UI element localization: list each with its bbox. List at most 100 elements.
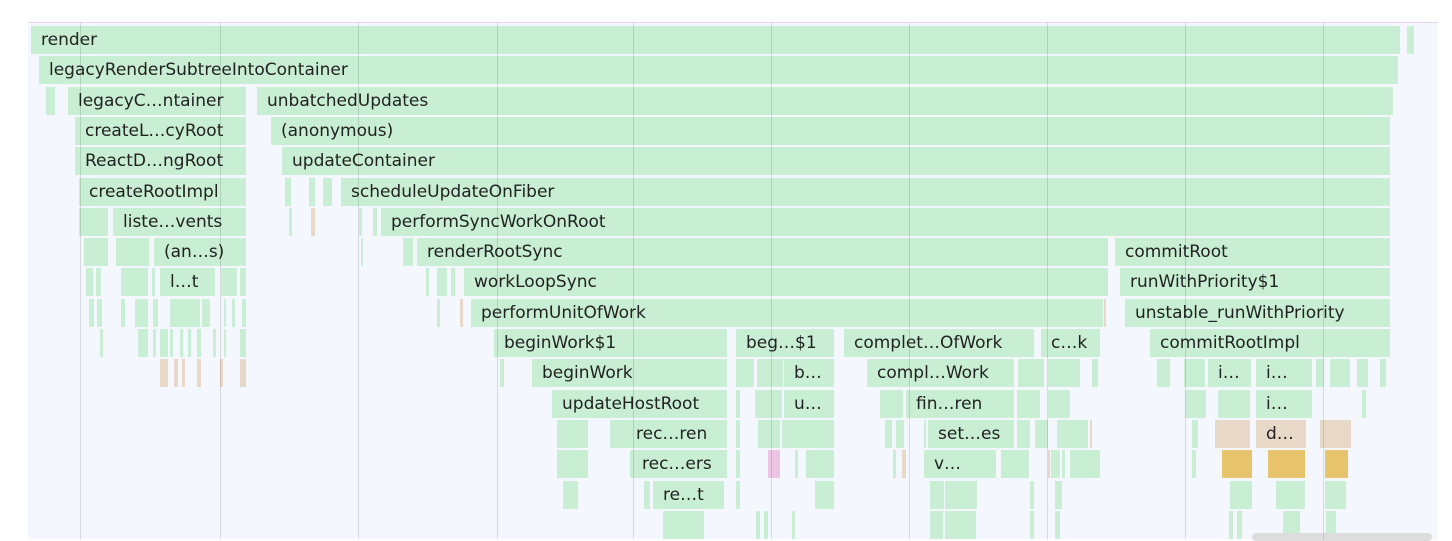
flame-frame-unlabeled[interactable]	[138, 329, 148, 357]
flame-frame[interactable]: d…	[1256, 419, 1306, 448]
flame-frame-unlabeled[interactable]	[630, 450, 632, 479]
flame-frame-unlabeled[interactable]	[500, 359, 504, 388]
flame-frame-unlabeled[interactable]	[240, 268, 246, 297]
flame-frame-unlabeled[interactable]	[1055, 480, 1062, 509]
flame-frame-unlabeled[interactable]	[795, 450, 798, 479]
flame-frame[interactable]: l…t	[160, 268, 215, 297]
flame-frame-unlabeled[interactable]	[896, 419, 904, 448]
flame-frame-unlabeled[interactable]	[557, 419, 588, 448]
flame-frame-unlabeled[interactable]	[880, 389, 903, 418]
flame-frame-unlabeled[interactable]	[1070, 450, 1100, 479]
flame-frame-unlabeled[interactable]	[893, 450, 896, 479]
flame-frame-unlabeled[interactable]	[1362, 389, 1366, 418]
flame-frame-unlabeled[interactable]	[1380, 359, 1386, 388]
flame-frame[interactable]: b…	[784, 359, 834, 388]
flame-frame-unlabeled[interactable]	[309, 177, 315, 206]
flame-frame-unlabeled[interactable]	[755, 389, 782, 418]
flame-frame-unlabeled[interactable]	[121, 268, 148, 297]
flame-frame[interactable]: createRootImpl	[79, 177, 246, 206]
flame-frame[interactable]: scheduleUpdateOnFiber	[341, 177, 1390, 206]
flame-frame-unlabeled[interactable]	[1104, 298, 1106, 327]
flame-frame-unlabeled[interactable]	[1185, 389, 1206, 418]
flame-frame-unlabeled[interactable]	[782, 419, 806, 448]
flame-frame-unlabeled[interactable]	[772, 419, 780, 448]
flame-frame[interactable]: i…	[1256, 389, 1312, 418]
flame-frame-unlabeled[interactable]	[79, 207, 108, 236]
flame-frame-unlabeled[interactable]	[1316, 359, 1324, 388]
flame-frame-unlabeled[interactable]	[1057, 419, 1088, 448]
flame-frame-unlabeled[interactable]	[153, 298, 158, 327]
flame-frame[interactable]: c…k	[1041, 329, 1100, 357]
flame-chart[interactable]: render legacyRenderSubtreeIntoContainer le…	[28, 22, 1438, 539]
flame-frame-unlabeled[interactable]	[96, 268, 101, 297]
flame-frame-unlabeled[interactable]	[1184, 359, 1205, 388]
flame-frame-unlabeled[interactable]	[1276, 480, 1305, 509]
flame-frame-unlabeled[interactable]	[46, 86, 55, 115]
flame-frame-unlabeled[interactable]	[202, 298, 210, 327]
flame-frame-unlabeled[interactable]	[160, 359, 168, 388]
flame-frame-unlabeled[interactable]	[1092, 359, 1098, 388]
flame-frame-unlabeled[interactable]	[1330, 359, 1350, 388]
flame-frame-unlabeled[interactable]	[1055, 510, 1060, 539]
flame-frame-unlabeled[interactable]	[437, 268, 447, 297]
flame-frame[interactable]: unstable_runWithPriority	[1125, 298, 1390, 327]
flame-frame-unlabeled[interactable]	[736, 419, 740, 448]
flame-frame-unlabeled[interactable]	[135, 298, 148, 327]
horizontal-scrollbar[interactable]	[1252, 533, 1432, 541]
flame-frame-unlabeled[interactable]	[1062, 450, 1065, 479]
flame-frame[interactable]: legacyRenderSubtreeIntoContainer	[39, 56, 1398, 85]
flame-frame[interactable]: legacyC…ntainer	[68, 86, 246, 115]
flame-frame-unlabeled[interactable]	[806, 419, 834, 448]
flame-frame-unlabeled[interactable]	[153, 329, 156, 357]
flame-frame-unlabeled[interactable]	[1192, 450, 1196, 479]
flame-frame-unlabeled[interactable]	[1326, 510, 1336, 539]
flame-frame[interactable]: beginWork	[532, 359, 727, 388]
flame-frame[interactable]: rec…ren	[626, 419, 727, 448]
flame-frame[interactable]: v…	[924, 450, 996, 479]
flame-frame-unlabeled[interactable]	[644, 480, 650, 509]
flame-frame-unlabeled[interactable]	[221, 268, 237, 297]
flame-frame[interactable]: i…	[1208, 359, 1251, 388]
flame-frame-unlabeled[interactable]	[240, 329, 246, 357]
flame-frame-unlabeled[interactable]	[945, 480, 977, 509]
flame-frame-unlabeled[interactable]	[663, 510, 704, 539]
flame-frame[interactable]: render	[31, 26, 1400, 54]
flame-frame-unlabeled[interactable]	[1192, 419, 1198, 448]
flame-frame-unlabeled[interactable]	[224, 298, 226, 327]
flame-frame[interactable]: (an…s)	[154, 238, 246, 267]
flame-frame-unlabeled[interactable]	[1218, 389, 1250, 418]
flame-frame-unlabeled[interactable]	[403, 238, 413, 267]
flame-frame-unlabeled[interactable]	[924, 419, 926, 448]
flame-frame[interactable]: complet…OfWork	[844, 329, 1034, 357]
flame-frame-unlabeled[interactable]	[1048, 389, 1070, 418]
flame-frame-unlabeled[interactable]	[1268, 450, 1305, 479]
flame-frame-unlabeled[interactable]	[84, 238, 108, 267]
flame-frame[interactable]: beginWork$1	[494, 329, 727, 357]
flame-frame-unlabeled[interactable]	[930, 510, 943, 539]
flame-frame-unlabeled[interactable]	[182, 359, 185, 388]
flame-frame-unlabeled[interactable]	[806, 450, 834, 479]
flame-frame[interactable]: beg…$1	[736, 329, 834, 357]
flame-frame-unlabeled[interactable]	[232, 298, 235, 327]
flame-frame-unlabeled[interactable]	[100, 329, 103, 357]
flame-frame-unlabeled[interactable]	[1051, 450, 1060, 479]
flame-frame-unlabeled[interactable]	[451, 268, 455, 297]
flame-frame-unlabeled[interactable]	[557, 450, 588, 479]
flame-frame-unlabeled[interactable]	[361, 238, 363, 267]
flame-frame-unlabeled[interactable]	[1215, 419, 1250, 448]
flame-frame-unlabeled[interactable]	[174, 359, 178, 388]
flame-frame-unlabeled[interactable]	[1017, 419, 1030, 448]
flame-frame[interactable]: rec…ers	[632, 450, 727, 479]
flame-frame-unlabeled[interactable]	[1001, 450, 1029, 479]
flame-frame-unlabeled[interactable]	[188, 329, 191, 357]
flame-frame-unlabeled[interactable]	[757, 359, 783, 388]
flame-frame[interactable]: unbatchedUpdates	[257, 86, 1393, 115]
flame-frame-unlabeled[interactable]	[240, 359, 246, 388]
flame-frame[interactable]: renderRootSync	[417, 238, 1108, 267]
flame-frame-unlabeled[interactable]	[1325, 450, 1348, 479]
flame-frame-unlabeled[interactable]	[1157, 359, 1170, 388]
flame-frame-unlabeled[interactable]	[289, 207, 292, 236]
flame-frame-unlabeled[interactable]	[610, 419, 626, 448]
flame-frame-unlabeled[interactable]	[736, 450, 740, 479]
flame-frame-unlabeled[interactable]	[885, 419, 892, 448]
